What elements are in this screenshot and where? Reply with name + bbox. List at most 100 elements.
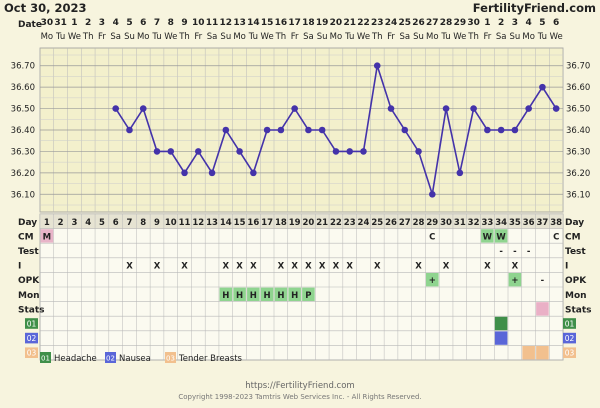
date-label: 2 — [498, 18, 504, 28]
cell-text-intercourse: X — [305, 262, 312, 272]
cell-text-cm: W — [483, 232, 493, 242]
date-label: 28 — [440, 18, 453, 28]
legend-label: Tender Breasts — [178, 354, 243, 364]
weekday-label: We — [550, 32, 563, 42]
cell-text-intercourse: X — [250, 262, 257, 272]
day-number: 26 — [385, 218, 397, 228]
cell-text-intercourse: X — [223, 262, 230, 272]
weekday-label: Su — [220, 32, 231, 42]
date-label: 18 — [302, 18, 315, 28]
date-label: 24 — [385, 18, 398, 28]
day-number: 22 — [330, 218, 342, 228]
date-label: 22 — [357, 18, 370, 28]
day-number: 14 — [220, 218, 232, 228]
row-label-right: Test — [565, 247, 586, 257]
cell-text-mon: H — [250, 291, 257, 301]
weekday-label: Tu — [151, 32, 161, 42]
weekday-label: We — [68, 32, 81, 42]
cell-text-intercourse: X — [443, 262, 450, 272]
day-number: 31 — [454, 218, 466, 228]
cell-fill-cm — [481, 229, 494, 243]
temperature-point — [263, 126, 271, 134]
cell-fill-s01 — [494, 316, 508, 331]
row-label-left: I — [18, 262, 21, 272]
temperature-point — [167, 148, 175, 155]
row-color-swatch-right — [563, 347, 576, 358]
cell-fill-mon — [288, 287, 301, 301]
temperature-point — [291, 105, 298, 112]
date-label: 17 — [288, 18, 301, 28]
legend-swatch — [165, 352, 176, 363]
date-label: 3 — [99, 18, 105, 28]
cell-text-intercourse: X — [484, 262, 491, 272]
cell-text-opk: + — [429, 276, 436, 286]
cell-fill-mon — [233, 287, 246, 301]
cell-fill-opk — [426, 273, 439, 287]
day-number: 36 — [523, 218, 535, 228]
temperature-point — [346, 148, 354, 155]
temperature-point — [181, 169, 188, 177]
weekday-label: Tu — [537, 32, 547, 42]
cell-fill-s02 — [494, 331, 508, 345]
cell-fill-mon — [247, 287, 260, 301]
cell-fill-opk — [508, 273, 522, 287]
row-label-right: Day — [565, 218, 584, 228]
weekday-label: Th — [275, 32, 287, 42]
cell-fill-stats — [536, 302, 549, 316]
cell-text-intercourse: X — [278, 262, 285, 272]
row-label-left: OPK — [18, 276, 40, 286]
day-number: 35 — [509, 218, 521, 228]
legend-swatch — [40, 352, 51, 363]
temperature-point — [332, 148, 340, 155]
weekday-label: We — [164, 32, 177, 42]
row-label-right: Mon — [565, 291, 587, 301]
day-number: 2 — [58, 218, 64, 228]
row-color-swatch-left — [25, 347, 38, 358]
weekday-label: Tu — [440, 32, 450, 42]
weekday-label: Mo — [137, 32, 150, 42]
weekday-label: We — [261, 32, 274, 42]
footer-copyright: Copyright 1998-2023 Tamtris Web Services… — [178, 393, 421, 401]
day-number: 13 — [206, 218, 218, 228]
row-color-swatch-left — [25, 318, 38, 329]
y-tick-label-left: 36.30 — [11, 147, 35, 157]
day-number: 18 — [275, 218, 287, 228]
temperature-point — [456, 169, 464, 177]
brand-name: FertilityFriend.com — [473, 1, 596, 15]
cell-fill-mon — [219, 287, 233, 301]
temperature-point — [373, 62, 381, 70]
cell-fill-mon — [274, 287, 288, 301]
cell-text-intercourse: X — [126, 262, 133, 272]
y-tick-label-left: 36.60 — [11, 83, 35, 93]
cell-text-test: - — [513, 247, 517, 257]
cell-text-mon: P — [305, 291, 311, 301]
date-label: 16 — [275, 18, 288, 28]
day-number: 16 — [247, 218, 259, 228]
temperature-point — [139, 105, 147, 112]
day-number: 38 — [550, 218, 562, 228]
temperature-point — [387, 105, 395, 112]
temperature-point — [153, 148, 161, 155]
y-tick-label-right: 36.60 — [566, 83, 590, 93]
day-number: 20 — [302, 218, 314, 228]
date-label: 14 — [247, 18, 260, 28]
date-label: 21 — [343, 18, 356, 28]
date-label: 11 — [206, 18, 219, 28]
day-number: 29 — [426, 218, 438, 228]
date-label: 13 — [233, 18, 246, 28]
row-label-right: 02 — [565, 334, 575, 343]
date-label: 4 — [113, 18, 119, 28]
day-number: 10 — [165, 218, 177, 228]
cell-text-intercourse: X — [154, 262, 161, 272]
weekday-label: Su — [413, 32, 424, 42]
temperature-point — [360, 148, 367, 155]
date-label: 6 — [553, 18, 559, 28]
row-label-right: 01 — [565, 320, 575, 329]
weekday-label: Mo — [41, 32, 54, 42]
cell-text-mon: H — [277, 291, 284, 301]
temperature-point — [470, 105, 477, 112]
temperature-point — [429, 190, 436, 198]
row-label-right: OPK — [565, 276, 587, 286]
chart-title: Oct 30, 2023 — [4, 1, 86, 15]
